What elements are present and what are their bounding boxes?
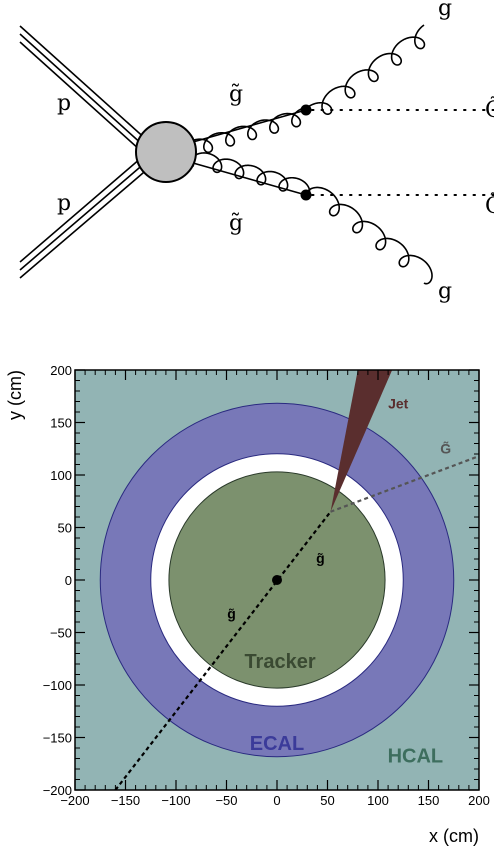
x-tick-label: 200	[468, 793, 490, 808]
gravitino-track	[330, 455, 479, 513]
gluino-bottom-gluon-spiral	[190, 152, 311, 198]
gluon-bottom-label: g	[438, 279, 452, 304]
gravitino-top-label: G̃	[485, 97, 494, 123]
proton-bottom-label: p	[57, 191, 71, 216]
y-tick-label: 200	[50, 363, 72, 378]
interaction-blob	[135, 121, 197, 183]
y-axis-ticks: −200 −150 −100 −50 0 50 100 150 200	[43, 363, 479, 798]
x-tick-label: −100	[161, 793, 190, 808]
gravitino-bottom-label: G̃	[485, 193, 494, 219]
y-tick-label: 50	[58, 521, 72, 536]
gluino-bottom-line	[192, 162, 307, 196]
gluino-top-line	[192, 109, 307, 143]
gluon-top-label: g	[438, 0, 452, 21]
x-tick-label: −50	[215, 793, 237, 808]
tracker-label: Tracker	[244, 651, 315, 673]
x-tick-label: 0	[273, 793, 280, 808]
proton-top-label: p	[57, 91, 71, 116]
y-axis-label: y (cm)	[5, 370, 25, 420]
gluino-track-label-upper: g̃	[316, 550, 325, 566]
gravitino-label: G̃	[440, 440, 451, 457]
proton-bottom-line	[19, 157, 151, 279]
gluino-track	[114, 511, 332, 790]
x-axis-label: x (cm)	[429, 826, 479, 846]
proton-top-line	[19, 25, 149, 151]
y-tick-label: −100	[43, 678, 72, 693]
outgoing-gluon-top-spiral	[307, 24, 426, 116]
y-tick-label: −150	[43, 731, 72, 746]
vertex-bottom-dot	[300, 189, 312, 201]
x-axis-ticks: −200 −150 −100 −50 0 50 100 150 200	[60, 370, 490, 808]
gluino-top-gluon-spiral	[193, 107, 305, 154]
detector-plot: HCAL ECAL Tracker Jet G̃ g̃ g̃ −200 −150−…	[5, 363, 490, 846]
feynman-diagram: p p g̃ g̃ g g G̃ G̃	[19, 0, 494, 304]
gluino-track-label-lower: g̃	[227, 606, 236, 622]
gluino-top-label: g̃	[229, 82, 243, 107]
vertex-top-dot	[300, 104, 312, 116]
x-tick-label: 50	[320, 793, 334, 808]
interaction-point	[272, 575, 282, 585]
y-tick-label: 0	[65, 573, 72, 588]
jet-label: Jet	[388, 396, 409, 412]
y-tick-label: 100	[50, 468, 72, 483]
jet-cone	[330, 370, 393, 512]
ecal-label: ECAL	[250, 733, 304, 755]
outgoing-gluon-bottom-spiral	[305, 186, 433, 285]
x-tick-label: −200	[60, 793, 89, 808]
gluino-bottom-label: g̃	[229, 211, 243, 236]
x-tick-label: −150	[111, 793, 140, 808]
y-tick-label: −50	[50, 626, 72, 641]
hcal-label: HCAL	[388, 745, 444, 767]
x-tick-label: 100	[367, 793, 389, 808]
y-tick-label: 150	[50, 416, 72, 431]
x-tick-label: 150	[418, 793, 440, 808]
y-tick-label: −200	[43, 783, 72, 798]
